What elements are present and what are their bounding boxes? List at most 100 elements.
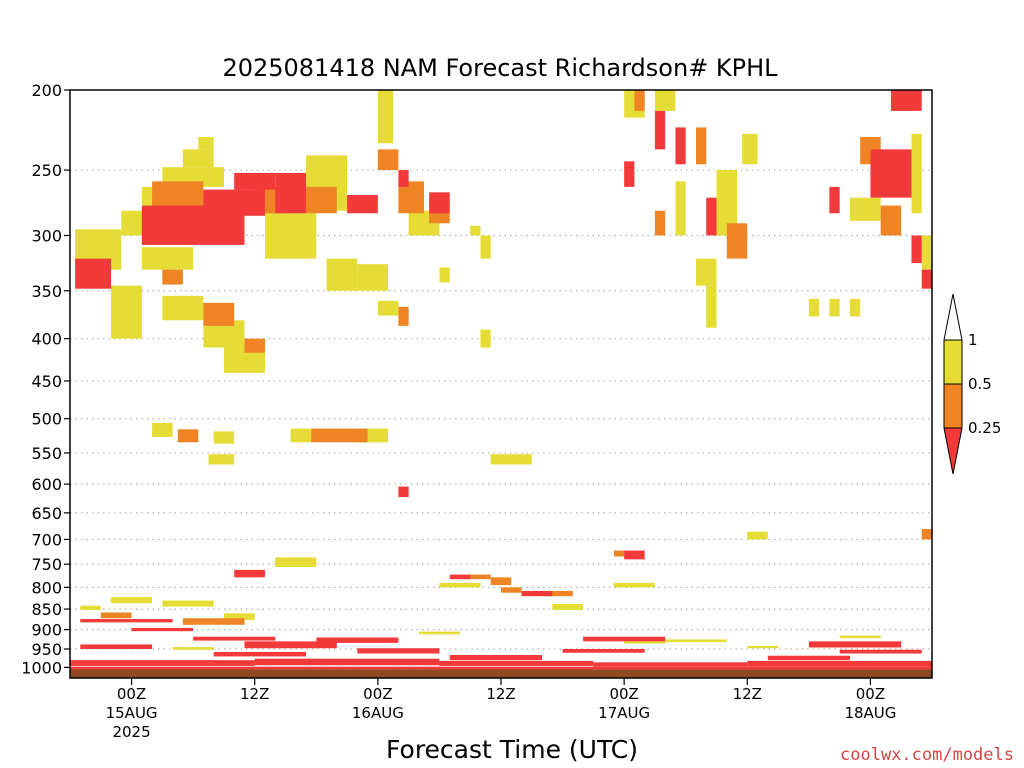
chart-title: 2025081418 NAM Forecast Richardson# KPHL [222,54,778,82]
legend-arrow-bottom [943,427,963,475]
x-tick-label: 00Z [117,685,146,703]
heatmap-cell [654,110,666,150]
heatmap-cell [80,619,173,623]
y-tick-label: 500 [31,410,62,429]
heatmap-cell [742,133,758,165]
heatmap-cell [162,269,183,285]
heatmap-cell [70,666,932,670]
heatmap-cell [613,582,655,588]
heatmap-cell [654,210,666,236]
legend-label: 1 [968,331,978,349]
x-tick-label: 18AUG [844,704,896,722]
heatmap-cells [70,90,932,670]
heatmap-cell [429,192,450,214]
heatmap-cell [849,197,881,221]
heatmap-cell [480,329,491,348]
heatmap-cell [675,181,686,236]
heatmap-cell [695,127,707,165]
legend-label: 0.25 [968,419,1001,437]
heatmap-cell [162,600,214,607]
heatmap-cell [921,269,932,289]
heatmap-cell [208,454,235,465]
heatmap-cell [501,587,522,593]
x-tick-label: 00Z [363,685,392,703]
heatmap-cell [111,597,153,604]
heatmap-cell [439,660,594,666]
heatmap-cell [213,652,307,657]
heatmap-cell [347,194,378,214]
heatmap-cell [162,295,204,321]
heatmap-cell [911,235,922,264]
heatmap-cell [921,529,932,540]
heatmap-cell [290,428,312,443]
x-tick-label: 12Z [733,685,762,703]
credit-text: coolwx.com/models [840,745,1014,765]
heatmap-cell [203,189,265,216]
heatmap-cell [624,161,635,187]
y-tick-label: 650 [31,504,62,523]
heatmap-cell [808,641,902,648]
heatmap-cell [490,577,512,586]
heatmap-cell [480,235,491,259]
legend-swatch [943,383,963,429]
heatmap-cell [829,298,840,317]
heatmap-cell [542,590,573,597]
y-axis: 200 250 300 350 400 450 500 550 600 650 700 750 800 8… [21,81,70,677]
heatmap-cell [747,660,932,667]
y-tick-label: 750 [31,555,62,574]
y-tick-label: 550 [31,444,62,463]
heatmap-cell [172,647,214,650]
heatmap-cell [829,186,840,214]
y-tick-label: 250 [31,161,62,180]
heatmap-cell [521,590,553,597]
heatmap-cell [449,574,471,580]
heatmap-cell [449,654,543,661]
heatmap-cell [223,613,255,620]
heatmap-cell [921,235,932,270]
heatmap-cell [275,172,307,214]
y-tick-label: 400 [31,330,62,349]
heatmap-cell [234,172,276,190]
x-tick-label: 12Z [486,685,515,703]
heatmap-cell [182,149,214,168]
heatmap-cell [418,631,460,635]
heatmap-cell [665,639,727,643]
heatmap-cell [80,644,153,649]
heatmap-cell [377,149,399,171]
heatmap-cell [193,636,276,641]
heatmap-cell [552,603,584,610]
heatmap-cell [808,298,820,317]
heatmap-cell [182,618,245,625]
y-tick-label: 350 [31,282,62,301]
heatmap-cell [849,298,861,317]
legend-label: 0.5 [968,375,992,393]
heatmap-cell [767,655,850,661]
y-tick-label: 1000 [21,658,62,677]
heatmap-cell [398,306,409,326]
heatmap-cell [439,582,481,588]
heatmap-cell [613,550,625,557]
heatmap-cell [911,133,922,214]
y-tick-label: 800 [31,578,62,597]
y-tick-label: 700 [31,530,62,549]
heatmap-cell [675,127,686,165]
heatmap-cell [706,197,717,236]
heatmap-cell [141,247,194,270]
heatmap-cell [100,612,132,619]
heatmap-cell [198,137,214,150]
heatmap-cell [839,635,881,639]
heatmap-cell [306,186,337,214]
heatmap-cell [357,648,440,654]
heatmap-cell [634,90,645,111]
heatmap-cell [264,210,317,259]
heatmap-cell [870,149,912,198]
heatmap-cell [839,649,922,654]
heatmap-cell [470,225,481,236]
ground-band [70,669,932,678]
x-tick-label: 16AUG [352,704,404,722]
heatmap-cell [377,90,394,144]
heatmap-cell [75,258,112,289]
y-tick-label: 600 [31,475,62,494]
heatmap-cell [890,90,922,111]
